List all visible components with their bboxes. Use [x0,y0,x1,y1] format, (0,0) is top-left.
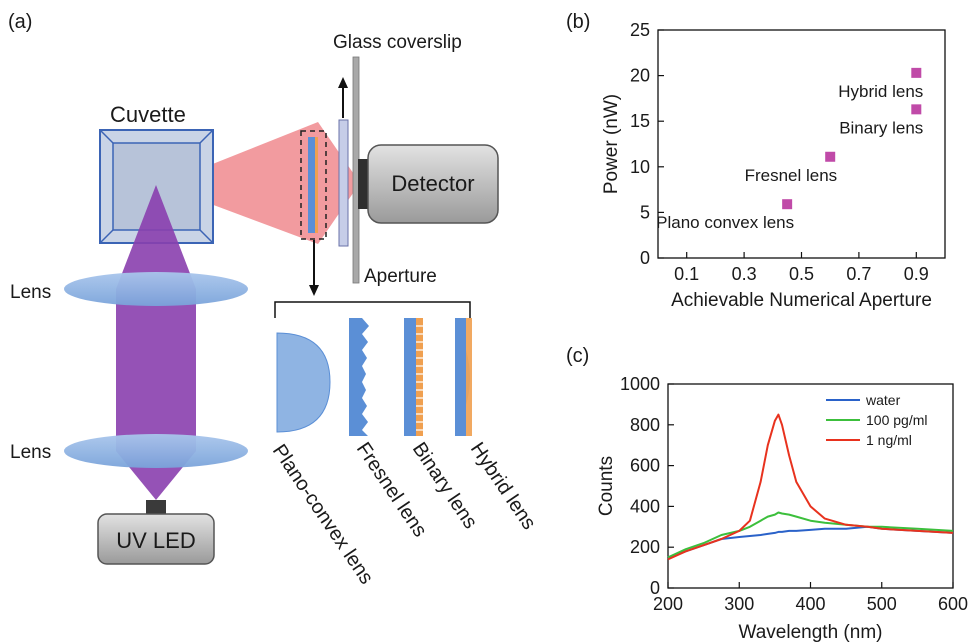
detector-box [367,144,499,224]
y-tick-label: 200 [630,537,660,557]
data-point [911,67,922,78]
x-tick-label: 200 [653,594,683,614]
y-tick-label: 400 [630,496,660,516]
x-tick-label: 0.7 [846,264,871,284]
x-tick-label: 600 [938,594,968,614]
panel-label-c: (c) [566,345,589,367]
lens-top-label: Lens [10,282,51,303]
power-vs-na-chart: 0 5 10 15 20 25 0.1 0.3 0.5 0.7 0.9 Achievable Nume… [601,20,946,311]
panel-label-b: (b) [566,11,590,33]
data-point-label: Hybrid lens [838,82,923,101]
detector-label: Detector [391,171,474,196]
y-axis-title: Counts [596,456,617,516]
x-axis-title: Wavelength (nm) [739,622,883,643]
lens-bottom-label: Lens [10,442,51,463]
selected-lens-frame [300,130,327,240]
cuvette-label: Cuvette [110,102,186,127]
legend-label: 100 pg/ml [866,412,927,428]
x-tick-label: 300 [724,594,754,614]
panel-label-a: (a) [8,11,32,33]
y-axis-title: Power (nW) [601,94,622,194]
binary-lens-shape [404,318,423,436]
aperture-label: Aperture [364,266,437,287]
led-chip [146,500,166,514]
data-point-label: Fresnel lens [745,166,838,185]
y-tick-label: 15 [630,111,650,131]
coverslip-arrowhead [338,77,348,88]
plano-convex-lens-shape [276,332,331,433]
uv-beam-focus [116,185,196,289]
uv-led-box [97,513,215,565]
y-tick-label: 800 [630,415,660,435]
series-line [667,511,954,559]
uv-beam [116,289,196,451]
lens-element [308,137,315,233]
data-point [911,104,922,115]
data-point [782,199,793,210]
x-tick-label: 0.9 [904,264,929,284]
y-tick-label: 1000 [620,374,660,394]
lens-grating [315,137,318,233]
series-line [667,413,954,561]
x-tick-label: 0.5 [789,264,814,284]
x-tick-label: 0.1 [674,264,699,284]
data-point-label: Plano convex lens [656,213,794,232]
lens-options-bracket [274,301,471,318]
detector-window [358,159,370,209]
y-tick-label: 600 [630,456,660,476]
y-tick-label: 0 [640,248,650,268]
fresnel-lens-shape [349,318,369,436]
y-tick-label: 0 [650,578,660,598]
x-tick-label: 0.3 [732,264,757,284]
legend-label: water [865,392,901,408]
data-point [825,151,836,162]
data-point-label: Binary lens [839,118,923,137]
y-tick-label: 25 [630,20,650,40]
hybrid-lens-shape [455,318,472,436]
lens-top [64,272,248,306]
glass-coverslip [338,119,349,247]
y-tick-label: 20 [630,66,650,86]
glass-coverslip-label: Glass coverslip [333,32,462,53]
lens-bottom [64,434,248,468]
y-tick-label: 5 [640,202,650,222]
y-tick-label: 10 [630,157,650,177]
lens-options-arrowhead [309,285,319,296]
x-axis-title: Achievable Numerical Aperture [671,290,932,311]
x-tick-label: 400 [795,594,825,614]
legend-label: 1 ng/ml [866,432,912,448]
x-tick-label: 500 [867,594,897,614]
uv-led-label: UV LED [116,528,195,553]
